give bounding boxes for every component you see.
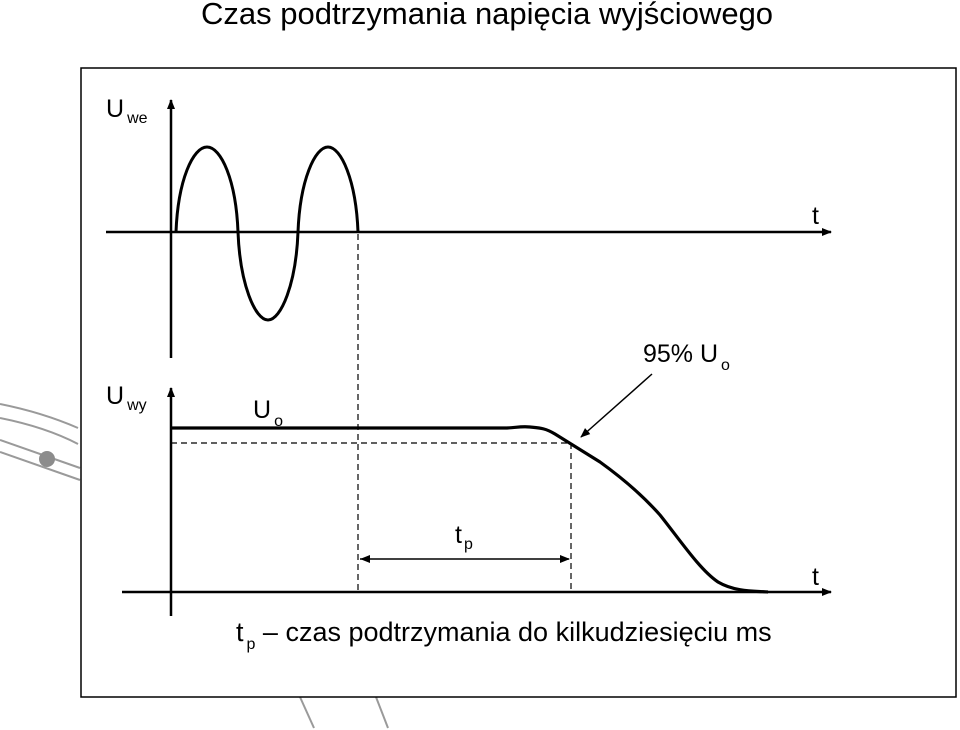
threshold-label-text: 95% U [643,340,718,368]
threshold-pointer-arrow [580,373,653,438]
level-label-sub: o [274,413,283,430]
decor-curve-1 [0,403,79,429]
hold-time-label-main: t [455,521,462,549]
level-label-main: U [253,396,271,424]
diagram-frame [80,67,957,698]
page-title: Czas podtrzymania napięcia wyjściowego [201,0,773,31]
output-axis-label-main: U [106,382,124,410]
input-axis-label-main: U [106,95,124,123]
output-voltage-curve [171,425,769,594]
input-time-label: t [812,202,819,230]
decor-line-3 [0,439,81,469]
decor-line-5 [299,696,315,729]
footnote-sub: p [247,636,256,653]
decor-line-4 [0,451,81,481]
output-axis-label-sub: wy [126,397,147,414]
decor-line-6 [375,696,389,729]
background-decoration [0,403,389,729]
input-sine-wave [174,145,360,322]
decor-curve-2 [0,417,79,445]
input-axis-label-sub: we [126,110,148,127]
decor-dot [39,451,55,467]
footnote-main: t [236,617,244,647]
threshold-label-sub: o [721,357,730,374]
footnote-text: – czas podtrzymania do kilkudziesięciu m… [255,617,771,647]
output-time-label: t [812,563,819,591]
hold-time-label-sub: p [464,536,473,553]
